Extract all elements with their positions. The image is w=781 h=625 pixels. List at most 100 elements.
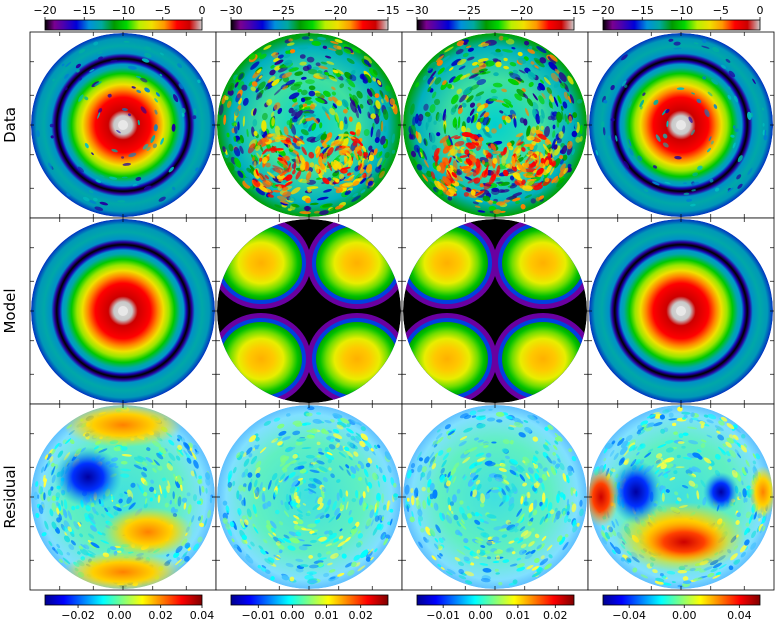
speckle [406,469,412,479]
resid-blob [63,552,183,589]
speckle [387,465,392,473]
speckle [277,185,282,191]
speckle [706,419,714,424]
speckle [274,125,281,137]
speckle [346,450,354,458]
resid-blob [103,507,193,557]
speckle [172,491,175,500]
speckle [164,502,169,508]
speckle [323,430,329,435]
speckle [274,478,279,486]
speckle [317,557,328,561]
speckle [462,456,471,464]
speckle [296,538,305,542]
speckle [53,548,59,555]
speckle [288,459,297,465]
speckle [734,427,742,433]
speckle [299,61,307,66]
speckle [642,425,647,431]
speckle [519,117,525,124]
speckle [84,142,89,149]
speckle [628,101,632,109]
speckle [579,499,583,507]
resid-blob [54,447,122,507]
speckle [555,463,561,468]
speckle [121,454,132,457]
speckle [295,531,302,537]
speckle [671,581,676,584]
speckle [259,481,263,492]
colorbar-tick-label: −0.04 [612,609,646,622]
speckle [332,413,343,419]
speckle [346,78,356,88]
speckle [137,120,140,126]
speckle [301,118,307,124]
speckle [468,73,479,79]
speckle [691,92,695,95]
speckle [523,162,530,169]
speckle [194,448,198,453]
speckle [256,68,262,74]
speckle [434,538,439,543]
speckle [477,439,484,443]
speckle [410,124,417,136]
speckle [655,577,665,582]
speckle [450,94,459,105]
speckle [255,187,266,196]
speckle [410,462,416,469]
speckle [410,150,417,158]
speckle [282,85,289,90]
speckle [490,489,500,493]
speckle [349,131,356,135]
speckle [351,561,357,568]
panel-disk [403,405,587,589]
speckle [346,433,351,438]
speckle [682,576,689,581]
speckle [492,536,500,542]
speckle [413,158,418,168]
speckle [531,571,542,578]
speckle [255,472,261,478]
speckle [109,176,118,180]
speckle [283,59,293,66]
speckle [433,154,440,162]
speckle [153,459,161,467]
speckle [305,79,315,85]
speckle [176,556,181,561]
speckle [352,94,359,104]
speckle [524,168,537,173]
speckle [155,92,160,97]
speckle [511,165,518,172]
speckle [429,451,435,460]
speckle [410,103,415,115]
speckle [431,463,437,470]
speckle [111,148,118,153]
speckle [474,205,481,208]
speckle [305,197,311,204]
speckle [520,204,526,210]
speckle [449,501,455,506]
speckle [508,490,512,498]
speckle [367,457,373,464]
speckle [469,150,477,157]
speckle [490,51,502,55]
speckle [301,447,312,450]
speckle [184,556,190,562]
speckle [463,41,468,45]
speckle [727,187,734,193]
speckle [276,174,285,180]
speckle [528,541,535,547]
speckle [274,509,280,515]
speckle [285,562,294,568]
speckle [316,412,322,415]
speckle [495,411,505,417]
speckle [308,554,314,559]
speckle [636,430,642,435]
speckle [143,185,152,190]
speckle [44,463,48,472]
speckle [431,439,439,447]
speckle [317,496,323,505]
speckle [279,171,288,177]
speckle [360,433,369,441]
speckle [297,461,308,466]
